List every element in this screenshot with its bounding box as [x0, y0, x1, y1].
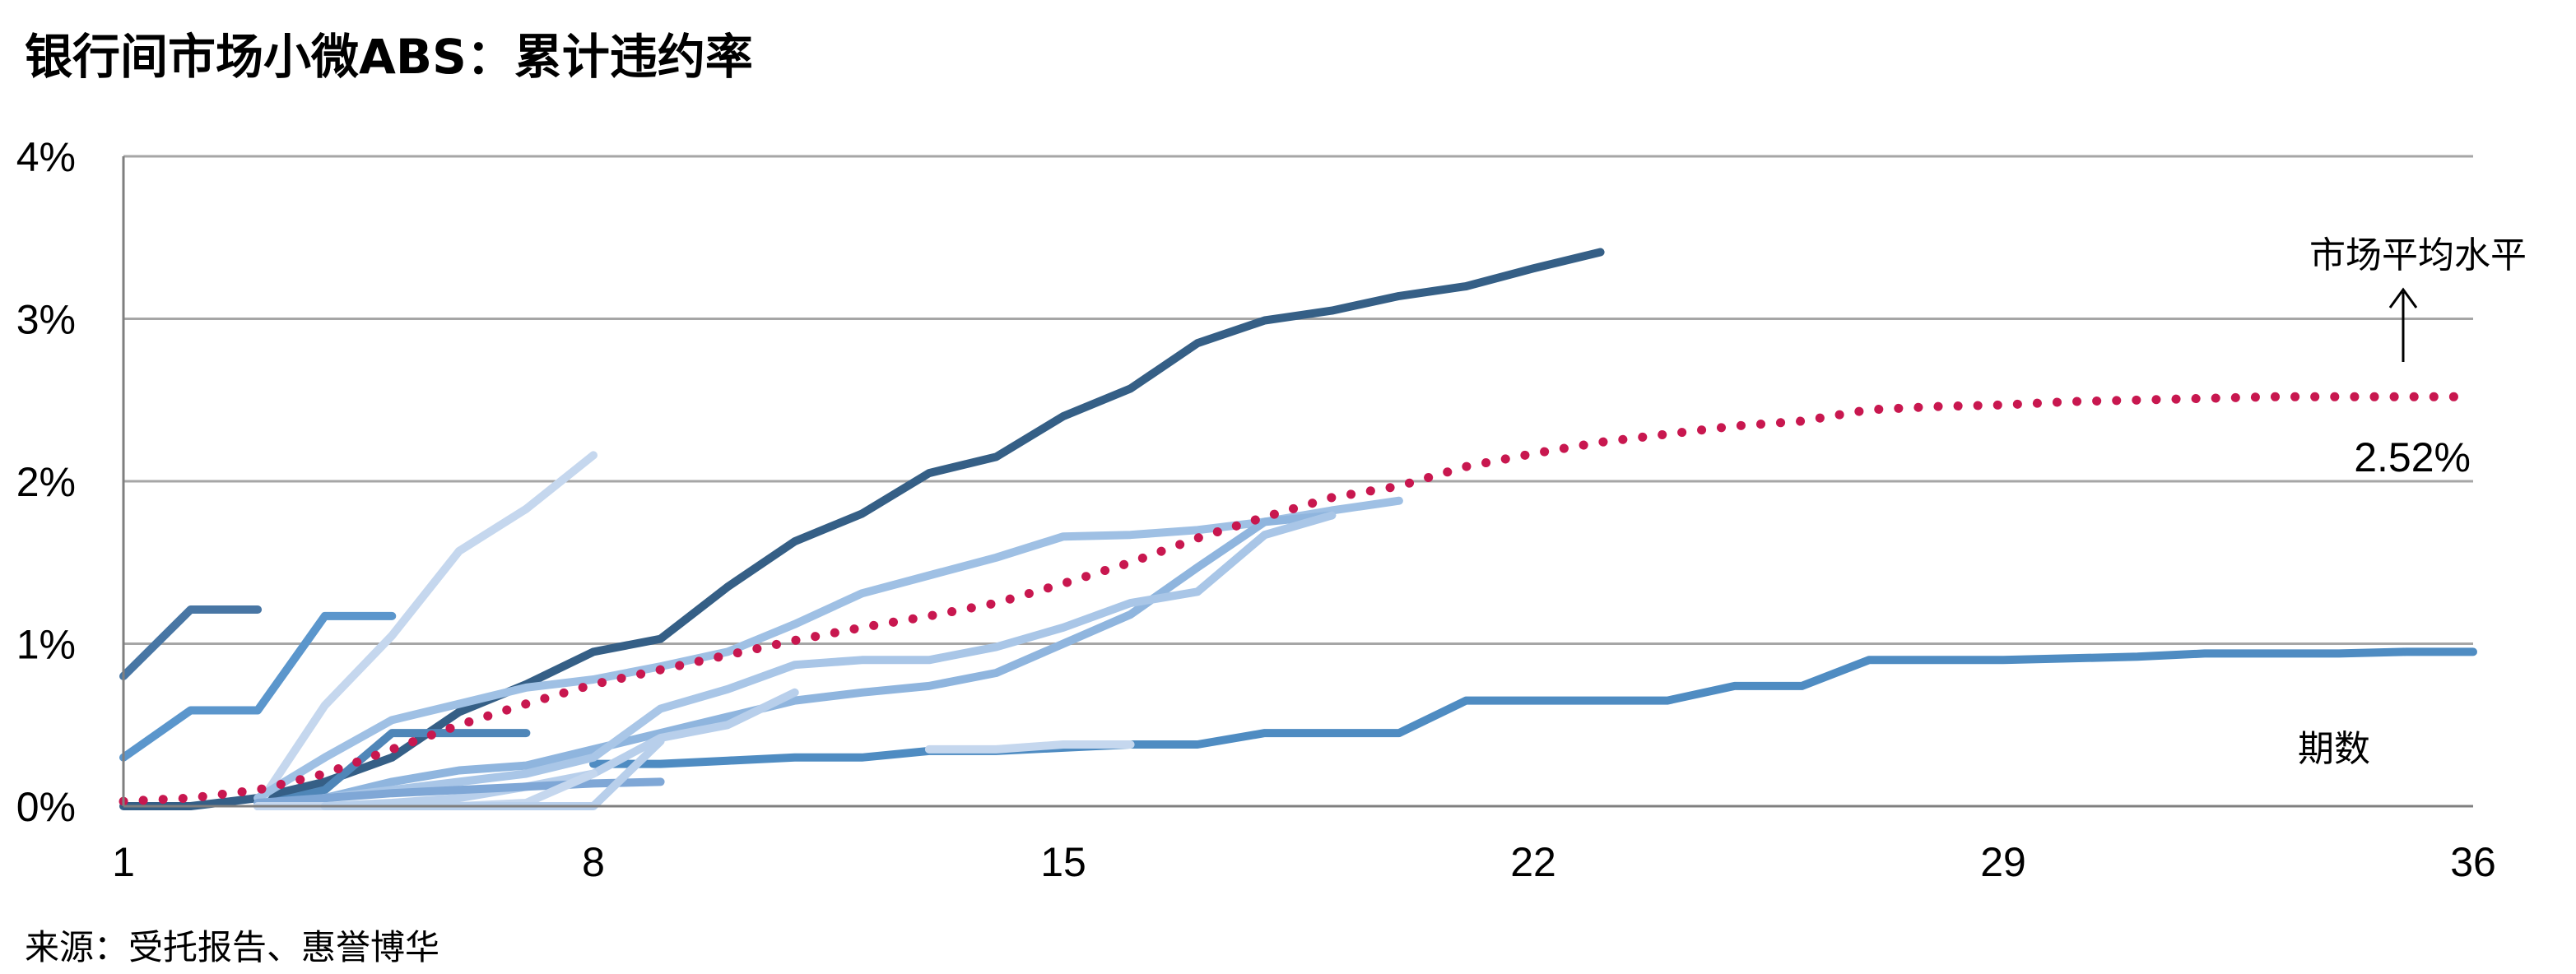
x-tick-label: 29: [1980, 839, 2026, 885]
x-tick-label: 22: [1510, 839, 1556, 885]
chart-title: 银行间市场小微ABS：累计违约率: [25, 29, 753, 85]
series-line-14: [924, 740, 1135, 754]
series-line-4: [119, 611, 397, 762]
series-line-3: [119, 605, 263, 680]
x-tick-label: 15: [1040, 839, 1086, 885]
series-line-6: [253, 451, 598, 810]
annotations: 市场平均水平 2.52% 期数: [2298, 234, 2527, 770]
average-level-label: 市场平均水平: [2309, 234, 2527, 276]
series-line-2: [589, 647, 2477, 768]
x-axis-label: 期数: [2298, 728, 2370, 770]
series-line-11: [253, 777, 665, 807]
y-tick-label: 2%: [16, 459, 76, 505]
source-note: 来源：受托报告、惠誉博华: [25, 927, 440, 967]
y-tick-label: 4%: [16, 134, 76, 180]
x-tick-label: 8: [582, 839, 605, 885]
average-value-label: 2.52%: [2354, 434, 2471, 480]
series-line-1: [119, 248, 1605, 810]
x-tick-label: 36: [2450, 839, 2496, 885]
x-tick-label: 1: [112, 839, 135, 885]
series-line-5: [253, 729, 531, 810]
series-line-9: [253, 511, 1337, 810]
y-tick-label: 3%: [16, 297, 76, 343]
series-line-7: [253, 496, 1403, 803]
axes: 0% 1% 2% 3% 4% 1 8 15 22 29 36: [16, 134, 2496, 885]
y-tick-label: 1%: [16, 622, 76, 668]
market-average-line: [119, 392, 2478, 806]
y-tick-label: 0%: [16, 784, 76, 830]
average-arrow-icon: [2388, 287, 2418, 308]
series-layer: [119, 248, 2478, 810]
